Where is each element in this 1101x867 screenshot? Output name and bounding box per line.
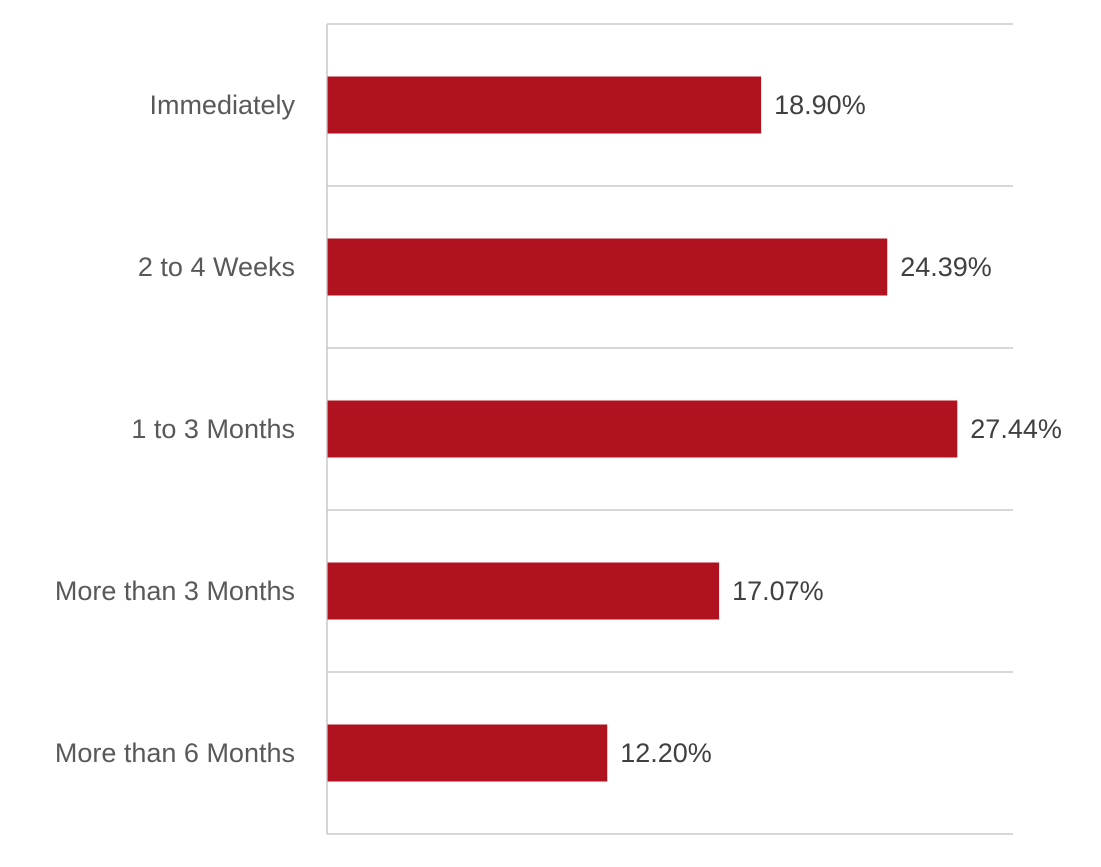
bar: [327, 724, 608, 782]
data-label: 27.44%: [970, 414, 1062, 444]
data-label: 12.20%: [620, 738, 712, 768]
bar: [327, 562, 720, 620]
category-label: Immediately: [149, 90, 295, 120]
labels: Immediately 18.90% 2 to 4 Weeks 24.39% 1 to …: [55, 90, 1062, 768]
data-label: 17.07%: [732, 576, 824, 606]
category-label: 1 to 3 Months: [131, 414, 295, 444]
bar: [327, 76, 762, 134]
bar: [327, 238, 888, 296]
bars: [327, 76, 958, 782]
bar: [327, 400, 958, 458]
data-label: 24.39%: [900, 252, 992, 282]
gridlines: [327, 23, 1013, 835]
category-label: More than 3 Months: [55, 576, 295, 606]
category-label: 2 to 4 Weeks: [138, 252, 295, 282]
data-label: 18.90%: [774, 90, 866, 120]
category-label: More than 6 Months: [55, 738, 295, 768]
